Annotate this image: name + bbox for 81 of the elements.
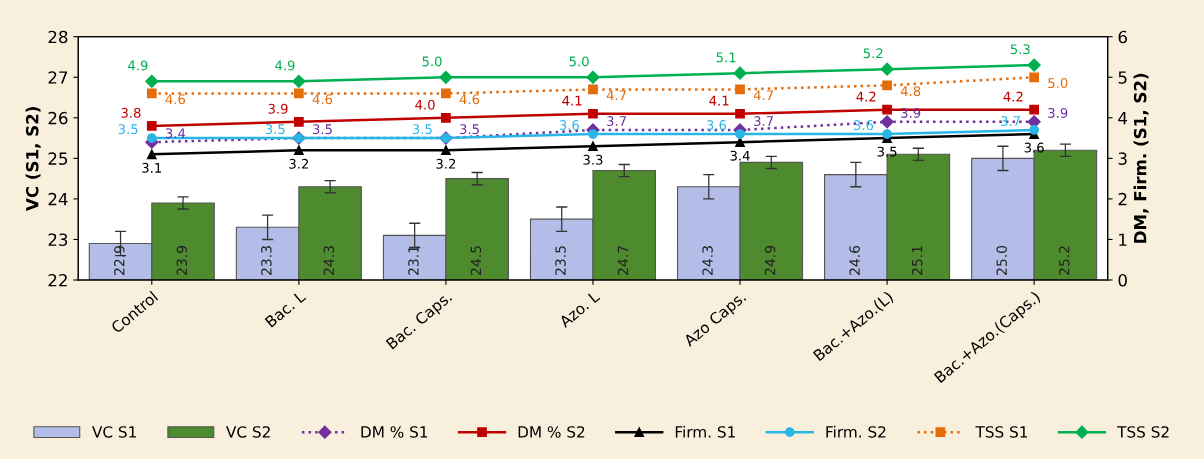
data-label: 3.2 [289,158,309,169]
data-label: 24.7 [617,246,629,275]
data-label: 5.0 [1048,78,1068,89]
y2-tick-label: 5 [1118,71,1127,84]
data-label: 4.9 [275,60,295,71]
data-label: 5.1 [716,52,736,63]
y-tick-label: 26 [48,111,68,125]
y2-tick-label: 4 [1118,111,1128,125]
y2-tick-label: 2 [1118,192,1127,206]
data-label: 5.0 [422,56,442,67]
data-label: 24.9 [764,245,776,275]
data-label: 23.3 [261,246,272,275]
data-label: 23.9 [176,245,188,275]
y2-tick-label: 3 [1118,152,1127,165]
legend-label: DM % S1 [361,426,428,438]
data-label: 4.7 [606,90,626,101]
data-label: 25.0 [996,245,1007,275]
legend-label: Firm. S2 [826,425,886,438]
y2-tick-label: 1 [1119,233,1127,246]
data-label: 3.6 [559,120,580,131]
y-tick-label: 23 [48,233,68,247]
data-label: 4.2 [856,91,876,102]
data-label: 4.6 [459,94,480,105]
data-label: 3.6 [853,120,874,131]
data-label: 23.1 [408,246,419,275]
legend-label: DM % S2 [518,426,585,438]
data-label: 4.1 [562,95,582,106]
y-tick-label: 24 [48,192,68,206]
data-label: 5.2 [863,48,883,59]
y2-axis-title: DM, Firm. (S1, S2) [1133,73,1149,243]
data-label: 5.3 [1010,44,1030,55]
legend-label: Firm. S1 [675,425,735,438]
data-label: 3.5 [412,124,432,135]
data-label: 4.8 [900,86,921,97]
data-label: 3.5 [118,124,138,135]
legend-label: VC S2 [226,426,270,438]
data-label: 3.9 [268,103,288,114]
y2-tick-label: 6 [1118,30,1127,44]
data-label: 4.0 [415,99,435,110]
data-label: 3.5 [265,124,285,135]
data-label: 24.3 [702,246,713,275]
x-tick-label: Bac. L [264,290,307,328]
data-label: 4.9 [128,60,148,71]
data-label: 24.5 [470,246,482,275]
data-label: 23.5 [555,246,566,275]
y2-tick-label: 0 [1118,273,1127,287]
data-label: 3.7 [1001,116,1020,127]
data-label: 3.8 [121,107,141,118]
legend-label: VC S1 [92,426,136,438]
data-label: 3.2 [436,158,456,169]
legend-label: TSS S1 [975,426,1028,438]
data-label: 24.6 [849,245,860,275]
data-label: 4.6 [312,94,333,105]
data-label: 3.5 [877,146,897,157]
y-tick-label: 25 [48,152,68,165]
data-label: 25.1 [911,246,923,275]
data-label: 3.4 [165,128,186,139]
data-label: 5.0 [569,56,589,67]
data-label: 3.7 [754,116,774,127]
data-label: 3.6 [706,120,727,131]
data-label: 24.3 [323,246,335,275]
x-tick-label: Azo. L [558,290,601,329]
y-tick-label: 27 [48,71,68,84]
data-label: 4.6 [165,94,186,105]
data-label: 3.5 [460,124,479,135]
data-label: 22.9 [114,245,125,275]
y-tick-label: 22 [48,273,67,287]
data-label: 3.5 [312,124,332,135]
data-label: 3.4 [730,150,750,161]
data-label: 3.7 [607,116,626,127]
y-axis-title: VC (S1, S2) [25,107,41,212]
data-label: 4.7 [753,90,774,101]
legend-label: TSS S2 [1117,426,1169,438]
data-label: 4.2 [1003,91,1023,102]
data-label: 25.2 [1058,246,1070,275]
y-tick-label: 28 [48,30,68,44]
data-label: 3.3 [583,154,603,165]
data-label: 4.1 [709,95,729,106]
data-label: 3.6 [1024,142,1044,153]
data-label: 3.1 [142,162,162,173]
data-label: 3.9 [1048,107,1068,118]
